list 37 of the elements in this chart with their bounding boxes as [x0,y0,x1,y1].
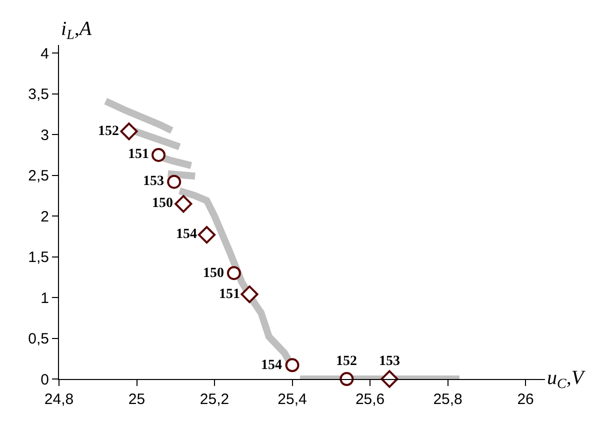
point [380,370,398,388]
y-tick-label: 3 [40,126,49,144]
point [174,195,192,213]
annotation: 151 [219,287,240,302]
annotation: 154 [261,358,282,373]
y-tick-label: 2,5 [28,168,49,185]
annotation: 151 [128,147,149,162]
annotation: 152 [336,354,357,369]
y-tick-label: 1 [40,290,49,307]
annotation: 153 [143,174,164,189]
point [240,285,258,304]
x-tick-label: 24,8 [44,391,74,408]
x-tick-label: 25 [128,391,146,408]
y-axis-title: i$_{L}$,A [61,18,92,44]
y-tick-label: 1,5 [28,249,49,266]
point [198,226,216,244]
point [285,358,300,372]
y-tick-label: 2 [40,208,49,226]
annotation: 154 [176,227,197,242]
x-tick-label: 26 [517,391,534,408]
annotation: 150 [152,196,173,211]
x-tick-label: 25,4 [278,391,307,408]
annotation: 153 [379,354,400,369]
annotation: 150 [203,266,224,281]
y-tick-label: 3,5 [28,86,49,104]
y-tick-label: 4 [40,45,49,62]
point [340,372,354,386]
x-tick-label: 25,8 [433,391,462,408]
annotation: 152 [98,124,119,139]
x-tick-label: 25,2 [200,391,230,408]
y-tick-label: 0 [40,371,49,388]
point [120,122,138,140]
x-axis-title: u$_{C}$,V [547,367,586,392]
y-tick-label: 0,5 [28,330,49,348]
point [226,266,241,280]
point [152,148,166,162]
x-tick-label: 25,6 [355,391,385,408]
